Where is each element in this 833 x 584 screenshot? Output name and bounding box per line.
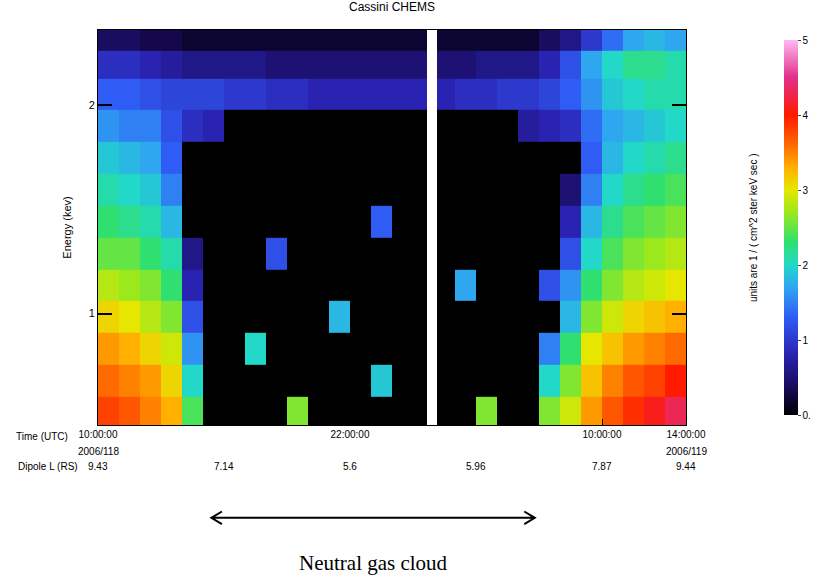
svg-text:7.87: 7.87 <box>592 461 612 472</box>
svg-text:22:00:00: 22:00:00 <box>331 429 370 440</box>
svg-text:3: 3 <box>803 185 809 196</box>
svg-text:1: 1 <box>803 335 809 346</box>
svg-text:9.44: 9.44 <box>676 461 696 472</box>
svg-text:Neutral gas cloud: Neutral gas cloud <box>299 551 448 575</box>
svg-text:Dipole L (RS): Dipole L (RS) <box>18 461 78 472</box>
svg-text:5.6: 5.6 <box>343 461 357 472</box>
svg-text:10:00:00: 10:00:00 <box>583 429 622 440</box>
svg-text:Time (UTC): Time (UTC) <box>16 431 68 442</box>
svg-text:4: 4 <box>803 110 809 121</box>
svg-text:14:00:00: 14:00:00 <box>667 429 706 440</box>
svg-text:9.43: 9.43 <box>88 461 108 472</box>
svg-text:7.14: 7.14 <box>214 461 234 472</box>
svg-text:2: 2 <box>89 99 95 111</box>
svg-text:Energy (kev): Energy (kev) <box>61 196 73 258</box>
svg-text:2: 2 <box>803 260 809 271</box>
svg-text:1: 1 <box>89 307 95 319</box>
svg-text:10:00:00: 10:00:00 <box>79 429 118 440</box>
svg-text:5: 5 <box>803 35 809 46</box>
svg-text:Cassini CHEMS: Cassini CHEMS <box>349 0 435 14</box>
svg-text:2006/119: 2006/119 <box>666 446 707 457</box>
svg-text:2006/118: 2006/118 <box>78 446 119 457</box>
svg-text:units are 1 / ( cm^2 ster keV: units are 1 / ( cm^2 ster keV sec ) <box>748 153 759 302</box>
svg-text:5.96: 5.96 <box>466 461 486 472</box>
svg-text:0.: 0. <box>803 410 811 421</box>
